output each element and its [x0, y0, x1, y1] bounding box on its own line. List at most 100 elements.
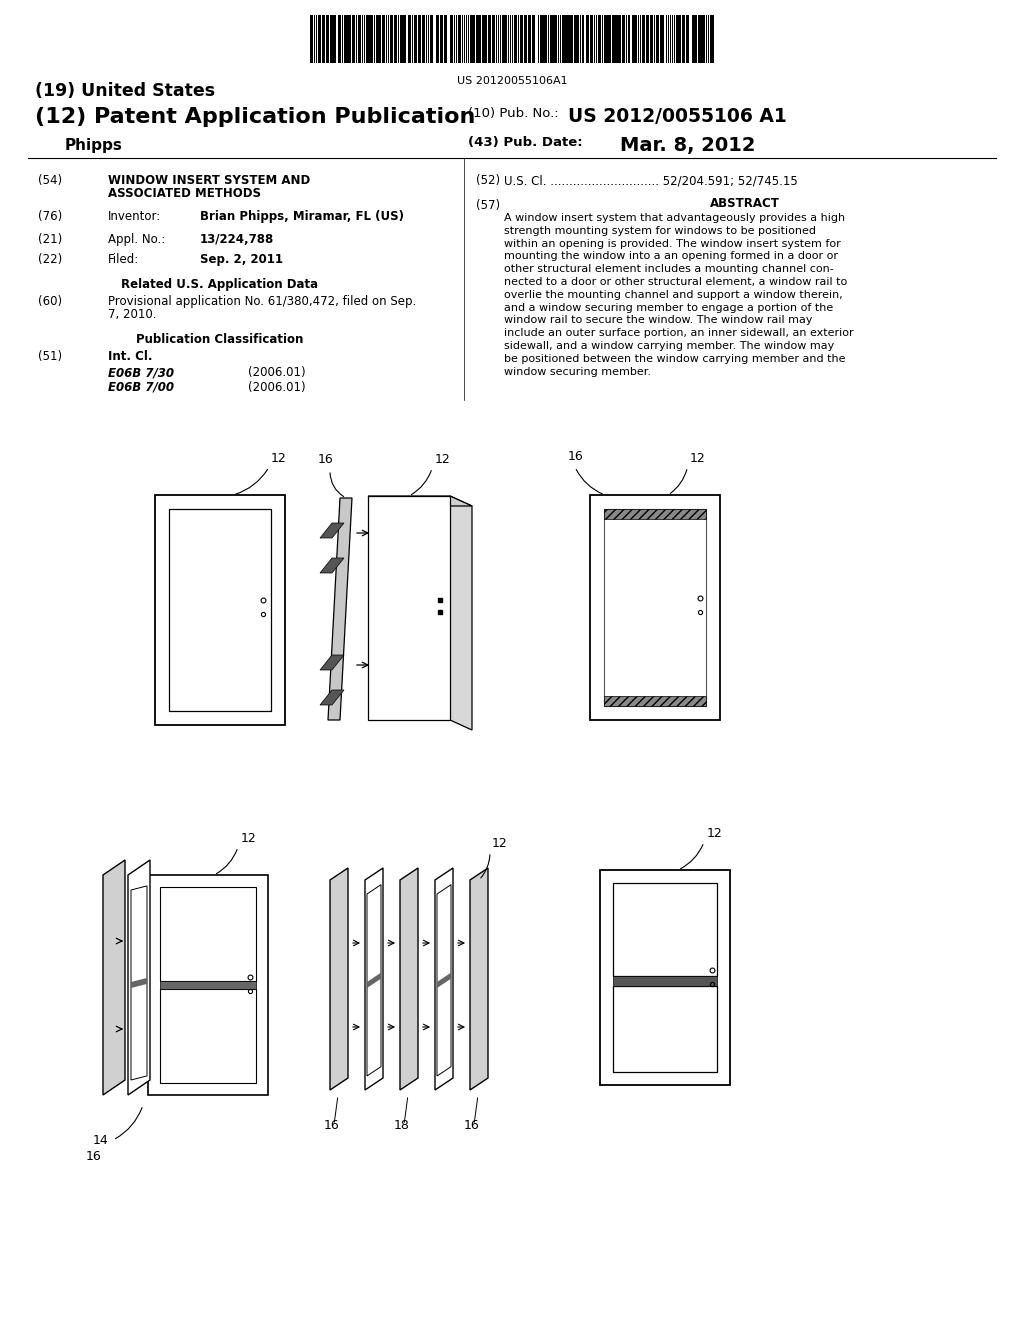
Bar: [330, 15, 332, 63]
Text: Sep. 2, 2011: Sep. 2, 2011: [200, 253, 283, 267]
Bar: [650, 15, 652, 63]
Bar: [520, 15, 523, 63]
Text: US 20120055106A1: US 20120055106A1: [457, 77, 567, 86]
Bar: [616, 15, 618, 63]
Bar: [550, 15, 553, 63]
Bar: [394, 15, 397, 63]
Text: strength mounting system for windows to be positioned: strength mounting system for windows to …: [504, 226, 816, 236]
Bar: [418, 15, 421, 63]
Text: Related U.S. Application Data: Related U.S. Application Data: [122, 279, 318, 290]
Bar: [488, 15, 490, 63]
Bar: [682, 15, 684, 63]
Bar: [712, 15, 714, 63]
Polygon shape: [470, 869, 488, 1090]
Bar: [613, 977, 717, 986]
Polygon shape: [330, 869, 348, 1090]
Bar: [694, 15, 697, 63]
Bar: [608, 15, 610, 63]
Bar: [692, 15, 694, 63]
Bar: [544, 15, 546, 63]
Bar: [470, 15, 472, 63]
Bar: [368, 15, 370, 63]
Bar: [402, 15, 404, 63]
Text: 16: 16: [325, 1119, 340, 1133]
Text: 12: 12: [690, 451, 706, 465]
Bar: [552, 15, 554, 63]
Text: Appl. No.:: Appl. No.:: [108, 234, 165, 246]
Bar: [476, 15, 479, 63]
Bar: [650, 15, 653, 63]
Bar: [332, 15, 334, 63]
Bar: [148, 875, 268, 1096]
Text: 12: 12: [241, 832, 256, 845]
Bar: [662, 15, 664, 63]
Text: nected to a door or other structural element, a window rail to: nected to a door or other structural ele…: [504, 277, 847, 286]
Bar: [338, 15, 341, 63]
Text: (19) United States: (19) United States: [35, 82, 215, 100]
Bar: [686, 15, 689, 63]
Polygon shape: [368, 496, 472, 506]
Bar: [618, 15, 621, 63]
Bar: [660, 15, 663, 63]
Text: 12: 12: [271, 451, 287, 465]
Polygon shape: [131, 978, 147, 987]
Bar: [540, 15, 542, 63]
Bar: [322, 15, 325, 63]
Bar: [376, 15, 378, 63]
Bar: [586, 15, 588, 63]
Polygon shape: [328, 498, 352, 719]
Bar: [436, 15, 438, 63]
Text: window securing member.: window securing member.: [504, 367, 651, 376]
Bar: [566, 15, 568, 63]
Text: and a window securing member to engage a portion of the: and a window securing member to engage a…: [504, 302, 834, 313]
Bar: [604, 15, 607, 63]
Bar: [698, 15, 700, 63]
Bar: [482, 15, 484, 63]
Bar: [542, 15, 544, 63]
Bar: [628, 15, 630, 63]
Polygon shape: [450, 496, 472, 730]
Bar: [634, 15, 636, 63]
Bar: [472, 15, 474, 63]
Bar: [414, 15, 416, 63]
Polygon shape: [131, 886, 147, 1080]
Bar: [370, 15, 372, 63]
Bar: [604, 510, 706, 706]
Bar: [358, 15, 361, 63]
Bar: [378, 15, 380, 63]
Bar: [155, 495, 285, 725]
Bar: [612, 15, 614, 63]
Text: Provisional application No. 61/380,472, filed on Sep.: Provisional application No. 61/380,472, …: [108, 294, 416, 308]
Text: (51): (51): [38, 350, 62, 363]
Polygon shape: [319, 523, 344, 539]
Bar: [544, 15, 547, 63]
Bar: [504, 15, 507, 63]
Polygon shape: [128, 861, 150, 1096]
Bar: [502, 15, 504, 63]
Bar: [440, 15, 442, 63]
Bar: [582, 15, 584, 63]
Polygon shape: [367, 884, 381, 1076]
Text: mounting the window into a an opening formed in a door or: mounting the window into a an opening fo…: [504, 251, 838, 261]
Bar: [710, 15, 712, 63]
Bar: [600, 870, 730, 1085]
Text: WINDOW INSERT SYSTEM AND: WINDOW INSERT SYSTEM AND: [108, 174, 310, 187]
Bar: [614, 15, 617, 63]
Polygon shape: [437, 884, 451, 1076]
Bar: [352, 15, 355, 63]
Text: be positioned between the window carrying member and the: be positioned between the window carryin…: [504, 354, 846, 364]
Text: Int. Cl.: Int. Cl.: [108, 350, 153, 363]
Bar: [656, 15, 658, 63]
Text: Brian Phipps, Miramar, FL (US): Brian Phipps, Miramar, FL (US): [200, 210, 404, 223]
Bar: [348, 15, 351, 63]
Polygon shape: [319, 558, 344, 573]
Text: 16: 16: [464, 1119, 480, 1133]
Text: (54): (54): [38, 174, 62, 187]
Bar: [528, 15, 531, 63]
Bar: [169, 510, 271, 711]
Text: 16: 16: [568, 450, 584, 463]
Bar: [524, 15, 527, 63]
Bar: [368, 496, 450, 719]
Text: (57): (57): [476, 199, 500, 213]
Text: Mar. 8, 2012: Mar. 8, 2012: [620, 136, 756, 154]
